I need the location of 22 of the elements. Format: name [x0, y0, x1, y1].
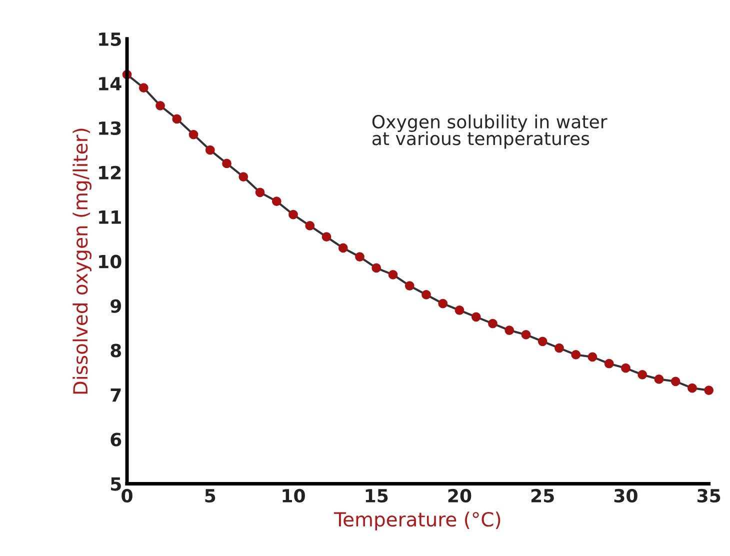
x-tick-label: 30 — [614, 488, 638, 503]
x-tick-label: 0 — [122, 488, 132, 503]
y-tick-label: 8 — [110, 344, 122, 358]
x-tick-label: 35 — [697, 488, 720, 503]
y-tick-label: 10 — [99, 254, 122, 268]
y-tick-label: 6 — [110, 432, 122, 446]
x-tick-label: 10 — [282, 488, 305, 503]
y-tick-label: 9 — [110, 299, 122, 313]
y-tick-label: 14 — [99, 77, 122, 90]
x-axis-title: Temperature (°C) — [334, 512, 500, 530]
y-tick-label: 11 — [99, 210, 121, 224]
x-tick-label: 25 — [531, 488, 554, 503]
y-tick-label: 5 — [110, 477, 121, 491]
x-tick-label: 5 — [205, 489, 216, 503]
y-tick-label: 13 — [99, 121, 121, 135]
annotation: Oxygen solubility in water at various temperatures — [372, 114, 608, 149]
x-tick-label: 20 — [448, 488, 472, 503]
y-tick-label: 15 — [99, 32, 121, 46]
y-axis-title: Dissolved oxygen (mg/liter) — [72, 128, 92, 394]
y-tick-label: 7 — [110, 388, 121, 402]
y-tick-label: 12 — [99, 166, 121, 180]
x-tick-label: 15 — [366, 489, 388, 503]
